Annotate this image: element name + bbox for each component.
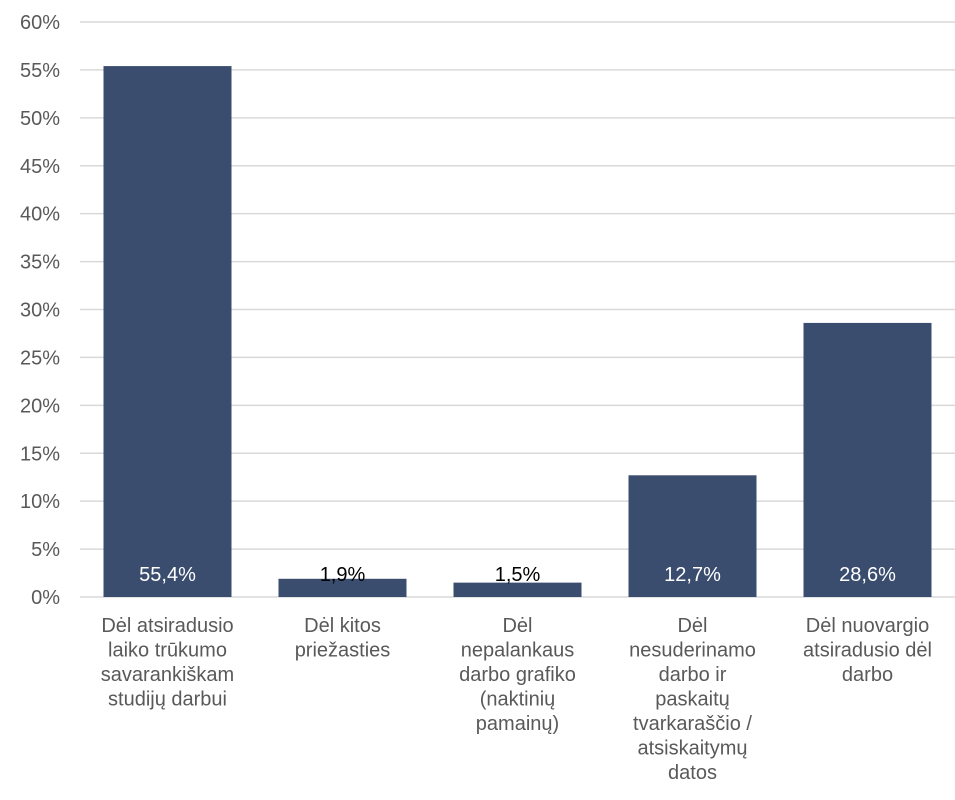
bar (103, 66, 232, 598)
category-label-line: Dėl nuovargio (806, 615, 929, 637)
y-tick-label: 0% (31, 587, 60, 609)
data-label: 1,5% (495, 564, 541, 586)
category-label-line: nesuderinamo (629, 640, 756, 662)
category-label-line: darbo (842, 664, 893, 686)
y-tick-label: 55% (20, 60, 60, 82)
bar (803, 322, 932, 597)
y-tick-label: 10% (20, 491, 60, 513)
category-label-line: Dėl kitos (304, 615, 381, 637)
y-tick-label: 50% (20, 108, 60, 130)
y-tick-label: 15% (20, 443, 60, 465)
y-tick-label: 45% (20, 156, 60, 178)
data-label: 12,7% (664, 564, 721, 586)
y-tick-label: 60% (20, 12, 60, 34)
category-label-line: Dėl (677, 615, 707, 637)
data-label: 1,9% (320, 564, 366, 586)
category-label-line: (naktinių (480, 689, 556, 711)
category-label-line: savarankiškam (101, 664, 234, 686)
bar (628, 475, 757, 597)
data-labels: 55,4% 1,9% 1,5% 12,7% 28,6% (139, 564, 896, 586)
category-label-line: pamainų) (476, 713, 559, 735)
category-label-line: Dėl atsiradusio (101, 615, 233, 637)
y-tick-label: 20% (20, 395, 60, 417)
data-label: 55,4% (139, 564, 196, 586)
category-label-line: tvarkaraščio / (633, 713, 752, 735)
y-axis-tick-labels: 0% 5% 10% 15% 20% 25% 30% 35% 40% 45% 50% 55% 60% (20, 12, 60, 609)
y-tick-label: 5% (31, 539, 60, 561)
category-label-line: paskaitų (655, 689, 730, 711)
category-label-line: laiko trūkumo (108, 640, 227, 662)
category-label-line: nepalankaus (461, 640, 574, 662)
category-label-line: atsiskaitymų (637, 738, 747, 760)
category-label-line: darbo ir (659, 664, 727, 686)
category-label-line: priežasties (295, 640, 391, 662)
y-tick-label: 40% (20, 204, 60, 226)
category-label-line: atsiradusio dėl (803, 640, 932, 662)
x-axis-category-labels: Dėl atsiradusio laiko trūkumosavarankiška… (101, 615, 932, 784)
y-tick-label: 35% (20, 252, 60, 274)
data-label: 28,6% (839, 564, 896, 586)
category-label-line: datos (668, 762, 717, 784)
y-tick-label: 30% (20, 300, 60, 322)
bar (453, 582, 582, 597)
y-tick-label: 25% (20, 347, 60, 369)
category-label-line: darbo grafiko (459, 664, 576, 686)
bars (103, 66, 932, 598)
bar (278, 578, 407, 597)
category-label-line: studijų darbui (108, 689, 227, 711)
category-label-line: Dėl (502, 615, 532, 637)
